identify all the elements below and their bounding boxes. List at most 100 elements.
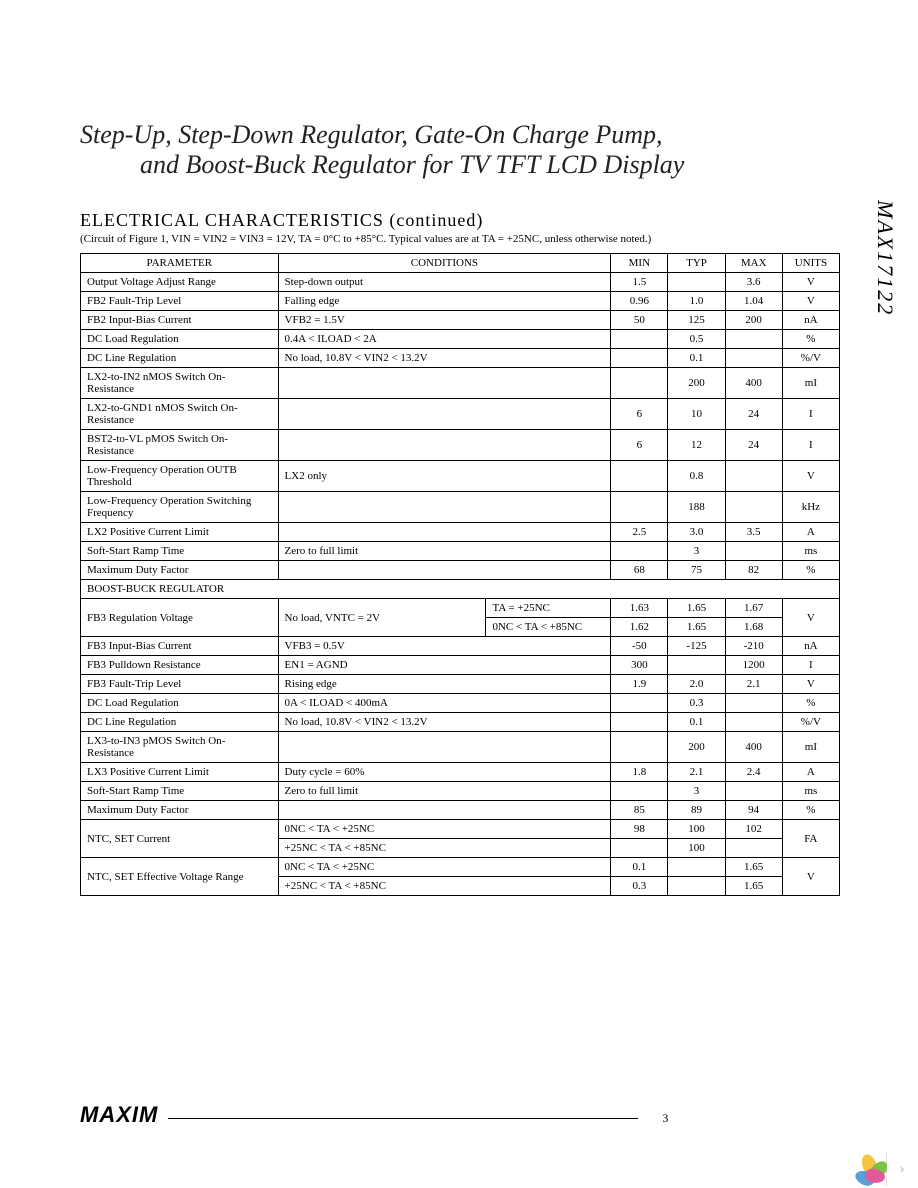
param-cell: DC Line Regulation [81,713,279,732]
cond-cell [278,523,611,542]
cond-cell [278,368,611,399]
param-cell: BST2-to-VL pMOS Switch On-Resistance [81,430,279,461]
cond-cell: +25NC < TA < +85NC [278,839,611,858]
section-label: BOOST-BUCK REGULATOR [81,580,840,599]
value-cell: 89 [668,801,725,820]
cond-cell: No load, 10.8V < VIN2 < 13.2V [278,713,611,732]
value-cell: 1.8 [611,763,668,782]
widget-logo-icon [852,1152,886,1186]
value-cell: 3 [668,542,725,561]
value-cell: 1.62 [611,618,668,637]
param-cell: LX2-to-IN2 nMOS Switch On-Resistance [81,368,279,399]
table-row: Maximum Duty Factor687582% [81,561,840,580]
value-cell: 3.6 [725,273,782,292]
cond-cell: TA = +25NC [486,599,611,618]
unit-cell: V [782,858,839,896]
cond-cell: Rising edge [278,675,611,694]
param-cell: Soft-Start Ramp Time [81,782,279,801]
value-cell: 82 [725,561,782,580]
param-cell: FB3 Input-Bias Current [81,637,279,656]
value-cell: 188 [668,492,725,523]
value-cell: 24 [725,430,782,461]
table-row: LX3 Positive Current LimitDuty cycle = 6… [81,763,840,782]
value-cell [611,713,668,732]
param-cell: FB2 Fault-Trip Level [81,292,279,311]
value-cell [668,273,725,292]
unit-cell: % [782,330,839,349]
param-cell: NTC, SET Effective Voltage Range [81,858,279,896]
value-cell [611,694,668,713]
value-cell: 1.04 [725,292,782,311]
value-cell: 10 [668,399,725,430]
value-cell: 50 [611,311,668,330]
param-cell: FB3 Regulation Voltage [81,599,279,637]
param-cell: DC Load Regulation [81,330,279,349]
value-cell: 6 [611,430,668,461]
table-row: NTC, SET Effective Voltage Range0NC < TA… [81,858,840,877]
unit-cell: A [782,523,839,542]
param-cell: NTC, SET Current [81,820,279,858]
section-header: ELECTRICAL CHARACTERISTICS (continued) [80,210,858,231]
th-units: UNITS [782,254,839,273]
circuit-note: (Circuit of Figure 1, VIN = VIN2 = VIN3 … [80,233,858,245]
value-cell: 94 [725,801,782,820]
th-max: MAX [725,254,782,273]
value-cell: 75 [668,561,725,580]
value-cell: 100 [668,820,725,839]
table-row: LX2 Positive Current Limit2.53.03.5A [81,523,840,542]
value-cell: 300 [611,656,668,675]
table-row: DC Load Regulation0.4A < ILOAD < 2A0.5% [81,330,840,349]
unit-cell: nA [782,637,839,656]
table-row: FB3 Fault-Trip LevelRising edge1.92.02.1… [81,675,840,694]
table-row: Soft-Start Ramp TimeZero to full limit3m… [81,782,840,801]
unit-cell: % [782,801,839,820]
value-cell [668,877,725,896]
param-cell: Low-Frequency Operation Switching Freque… [81,492,279,523]
value-cell: 1.63 [611,599,668,618]
cond-cell [278,430,611,461]
part-number-side: MAX17122 [872,200,898,316]
unit-cell: kHz [782,492,839,523]
table-row: DC Line RegulationNo load, 10.8V < VIN2 … [81,349,840,368]
value-cell [611,782,668,801]
value-cell: 0.96 [611,292,668,311]
unit-cell: % [782,694,839,713]
unit-cell: nA [782,311,839,330]
title-line-2: and Boost-Buck Regulator for TV TFT LCD … [80,150,858,180]
param-cell: Output Voltage Adjust Range [81,273,279,292]
value-cell [725,461,782,492]
value-cell: 1.0 [668,292,725,311]
next-page-button[interactable]: › [886,1152,917,1186]
value-cell [725,782,782,801]
unit-cell: I [782,430,839,461]
maxim-logo: MAXIM [80,1102,158,1128]
table-row: LX2-to-IN2 nMOS Switch On-Resistance2004… [81,368,840,399]
value-cell [611,349,668,368]
unit-cell: ms [782,782,839,801]
value-cell: 85 [611,801,668,820]
table-row: Maximum Duty Factor858994% [81,801,840,820]
table-row: FB2 Fault-Trip LevelFalling edge0.961.01… [81,292,840,311]
value-cell: 102 [725,820,782,839]
value-cell [725,542,782,561]
value-cell: 0.8 [668,461,725,492]
unit-cell: V [782,599,839,637]
section-row: BOOST-BUCK REGULATOR [81,580,840,599]
value-cell: -125 [668,637,725,656]
value-cell: 0.1 [611,858,668,877]
cond-cell: Step-down output [278,273,611,292]
param-cell: LX2 Positive Current Limit [81,523,279,542]
cond-cell: No load, VNTC = 2V [278,599,486,637]
cond-cell: Zero to full limit [278,782,611,801]
value-cell: 1.65 [725,858,782,877]
cond-cell: No load, 10.8V < VIN2 < 13.2V [278,349,611,368]
value-cell: 1.5 [611,273,668,292]
table-row: Soft-Start Ramp TimeZero to full limit3m… [81,542,840,561]
value-cell: 2.1 [725,675,782,694]
param-cell: LX3-to-IN3 pMOS Switch On-Resistance [81,732,279,763]
cond-cell: VFB2 = 1.5V [278,311,611,330]
viewer-corner-widget[interactable]: › [848,1150,918,1188]
cond-cell: Duty cycle = 60% [278,763,611,782]
table-row: BST2-to-VL pMOS Switch On-Resistance6122… [81,430,840,461]
value-cell [668,656,725,675]
